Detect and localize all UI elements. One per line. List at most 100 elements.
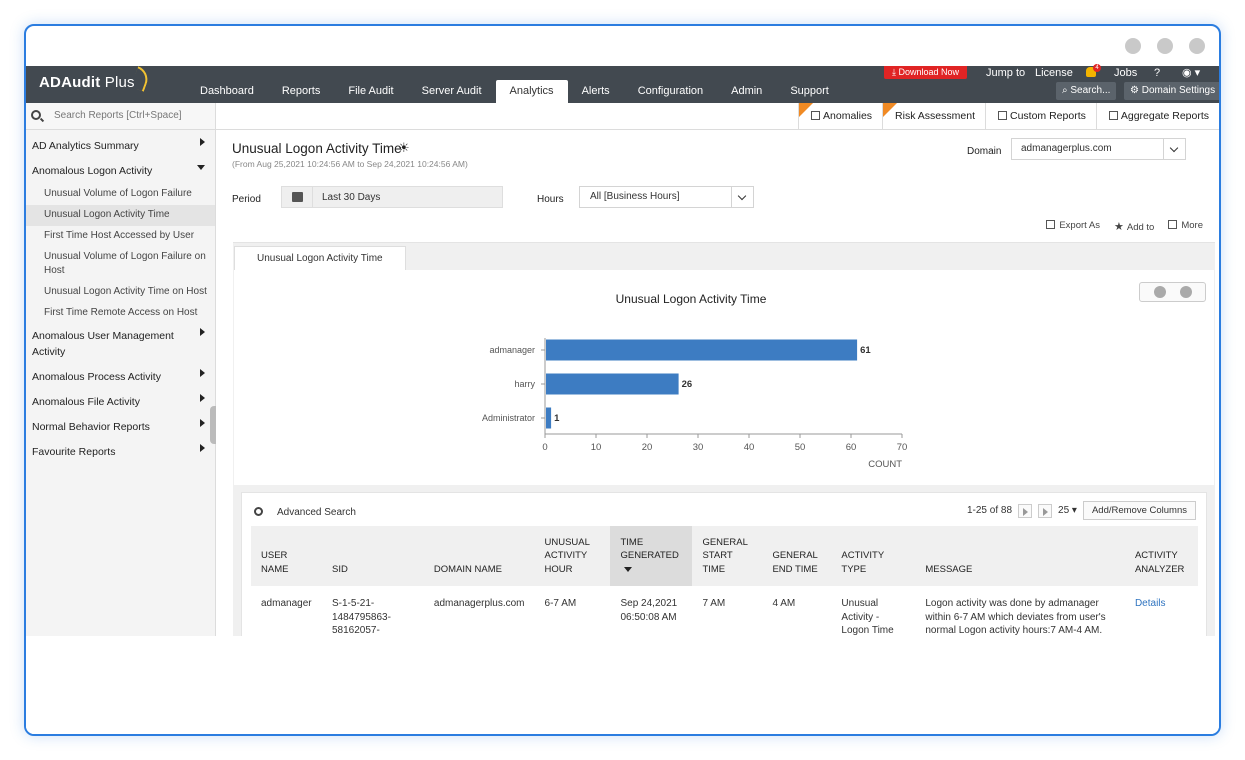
help-icon[interactable]: ? [1154, 67, 1161, 79]
tab-anomalies[interactable]: Anomalies [798, 103, 882, 129]
x-tick-label: 20 [642, 442, 653, 453]
nav-item-support[interactable]: Support [790, 85, 829, 97]
app-logo[interactable]: ADAudit Plus [39, 74, 135, 91]
more-button[interactable]: More [1168, 220, 1203, 233]
window-dot[interactable] [1125, 38, 1141, 54]
top-navigation-bar: ADAudit Plus Dashboard Reports File Audit S… [26, 64, 1219, 103]
top-right-tools: ⤓ Download Now Jump to License 4 Jobs ? … [884, 64, 1219, 103]
column-header-label: UNUSUAL ACTIVITY HOUR [544, 536, 590, 575]
sidebar-subitem-unusual-volume-of-logon-failure[interactable]: Unusual Volume of Logon Failure [44, 188, 192, 199]
sidebar-subitem-first-time-host-accessed-by-user[interactable]: First Time Host Accessed by User [44, 230, 195, 241]
column-header-label: ACTIVITY ANALYZER [1134, 550, 1185, 575]
jobs-link[interactable]: Jobs [1114, 67, 1138, 79]
nav-item-analytics[interactable]: Analytics [495, 80, 568, 103]
nav-item-server-audit[interactable]: Server Audit [421, 85, 482, 97]
advanced-search-link[interactable]: Advanced Search [277, 507, 356, 518]
export-icon [1046, 220, 1056, 229]
column-header-domain-name[interactable]: DOMAIN NAME [423, 526, 535, 586]
global-search-button[interactable]: ⌕ Search... [1056, 82, 1117, 100]
nav-item-file-audit[interactable]: File Audit [348, 85, 394, 97]
window-dot[interactable] [1157, 38, 1173, 54]
nav-item-reports[interactable]: Reports [281, 85, 321, 97]
table-cell: Unusual Activity - Logon Time [841, 598, 894, 636]
window-dot[interactable] [1189, 38, 1205, 54]
nav-item-alerts[interactable]: Alerts [581, 85, 610, 97]
sidebar-item-ad-analytics-summary[interactable]: AD Analytics Summary [26, 134, 215, 159]
table-row: admanager S-1-5-21-1484795863-58162057- ad… [251, 586, 1198, 638]
next-page-button[interactable] [1018, 503, 1033, 518]
notification-badge: 4 [1093, 64, 1101, 72]
column-header-activity-analyzer[interactable]: ACTIVITY ANALYZER [1124, 526, 1198, 586]
app-window: ADAudit Plus Dashboard Reports File Audit S… [24, 24, 1221, 736]
sidebar-item-label: Anomalous User Management Activity [32, 330, 174, 358]
tab-custom-reports[interactable]: Custom Reports [985, 103, 1096, 129]
sidebar-subitem-unusual-logon-activity-time-on-host[interactable]: Unusual Logon Activity Time on Host [44, 286, 207, 297]
search-icon[interactable] [254, 507, 263, 516]
sidebar-subitem-unusual-volume-of-logon-failure-on-host[interactable]: Unusual Volume of Logon Failure on Host [44, 251, 206, 276]
details-link[interactable]: Details [1134, 598, 1166, 609]
tab-unusual-logon-activity-time[interactable]: Unusual Logon Activity Time [234, 246, 406, 270]
column-header-activity-type[interactable]: ACTIVITY TYPE [831, 526, 916, 586]
page-size-select[interactable]: 25 ▾ [1058, 505, 1077, 516]
sidebar-subitem-first-time-remote-access-on-host[interactable]: First Time Remote Access on Host [44, 307, 198, 318]
nav-item-admin[interactable]: Admin [731, 85, 763, 97]
bar-chart: Unusual Logon Activity Time 0 10 20 30 40 50 60… [482, 292, 907, 470]
domain-select[interactable]: admanagerplus.com [1011, 138, 1186, 160]
user-icon[interactable]: ◉ ▾ [1182, 67, 1201, 79]
bell-icon[interactable] [1086, 67, 1096, 77]
favourite-sun-icon[interactable]: ☀ [398, 140, 410, 155]
sidebar-item-anomalous-file-activity[interactable]: Anomalous File Activity [26, 390, 215, 415]
sidebar-subitem-unusual-logon-activity-time[interactable]: Unusual Logon Activity Time [26, 205, 215, 226]
domain-settings-button[interactable]: ⚙ Domain Settings [1124, 82, 1219, 100]
chart-user-icon[interactable] [1154, 286, 1166, 298]
search-reports-input[interactable]: Search Reports [Ctrl+Space] [54, 110, 182, 121]
period-picker[interactable]: Last 30 Days [281, 186, 503, 208]
hours-select[interactable]: All [Business Hours] [579, 186, 754, 208]
x-tick-label: 0 [542, 442, 547, 453]
sidebar-item-anomalous-user-management-activity[interactable]: Anomalous User Management Activity [26, 324, 215, 365]
tab-risk-assessment[interactable]: Risk Assessment [882, 103, 985, 129]
search-reports-box[interactable]: Search Reports [Ctrl+Space] [26, 103, 216, 129]
last-page-button[interactable] [1038, 503, 1053, 518]
sidebar-item-anomalous-process-activity[interactable]: Anomalous Process Activity [26, 365, 215, 390]
add-to-button[interactable]: ★ Add to [1114, 221, 1155, 233]
report-actions: Export As ★ Add to More [1046, 220, 1203, 233]
data-label: 61 [860, 345, 871, 356]
x-tick-label: 30 [693, 442, 704, 453]
sort-desc-icon[interactable] [624, 566, 633, 572]
x-tick-label: 10 [591, 442, 602, 453]
sidebar-item-favourite-reports[interactable]: Favourite Reports [26, 440, 215, 465]
sidebar: AD Analytics Summary Anomalous Logon Acti… [26, 130, 216, 636]
table-cell: Sep 24,2021 06:50:08 AM [620, 598, 678, 623]
sidebar-item-normal-behavior-reports[interactable]: Normal Behavior Reports [26, 415, 215, 440]
column-header-message[interactable]: MESSAGE [915, 526, 1125, 586]
page-title: Unusual Logon Activity Time [232, 141, 402, 156]
chart-refresh-icon[interactable] [1180, 286, 1192, 298]
sidebar-item-label: Normal Behavior Reports [32, 421, 150, 433]
aggregate-reports-icon [1108, 111, 1118, 120]
sidebar-item-anomalous-logon-activity[interactable]: Anomalous Logon Activity [26, 159, 215, 184]
x-tick-label: 60 [846, 442, 857, 453]
nav-item-dashboard[interactable]: Dashboard [200, 85, 254, 97]
tab-aggregate-reports[interactable]: Aggregate Reports [1095, 103, 1219, 129]
column-header-general-end-time[interactable]: GENERAL END TIME [762, 526, 832, 586]
nav-item-configuration[interactable]: Configuration [637, 85, 704, 97]
sidebar-collapse-handle[interactable] [210, 406, 216, 444]
tab-label: Anomalies [823, 110, 873, 122]
category-label: harry [514, 379, 535, 389]
column-header-user-name[interactable]: USER NAME [251, 526, 322, 586]
table-body: admanager S-1-5-21-1484795863-58162057- ad… [251, 586, 1198, 638]
add-remove-columns-button[interactable]: Add/Remove Columns [1082, 501, 1196, 520]
column-header-sid[interactable]: SID [321, 526, 424, 586]
tab-label: Risk Assessment [895, 110, 975, 122]
report-type-tabs: Anomalies Risk Assessment Custom Reports Ag… [798, 103, 1219, 129]
download-now-button[interactable]: ⤓ Download Now [884, 66, 968, 79]
column-header-unusual-activity-hour[interactable]: UNUSUAL ACTIVITY HOUR [534, 526, 611, 586]
license-link[interactable]: License [1035, 67, 1073, 79]
column-header-time-generated[interactable]: TIME GENERATED [610, 526, 693, 586]
chevron-right-icon [200, 328, 205, 336]
jump-to-link[interactable]: Jump to [986, 67, 1026, 79]
export-as-button[interactable]: Export As [1046, 220, 1100, 233]
date-range-text: (From Aug 25,2021 10:24:56 AM to Sep 24,… [232, 159, 468, 169]
column-header-general-start-time[interactable]: GENERAL START TIME [692, 526, 763, 586]
